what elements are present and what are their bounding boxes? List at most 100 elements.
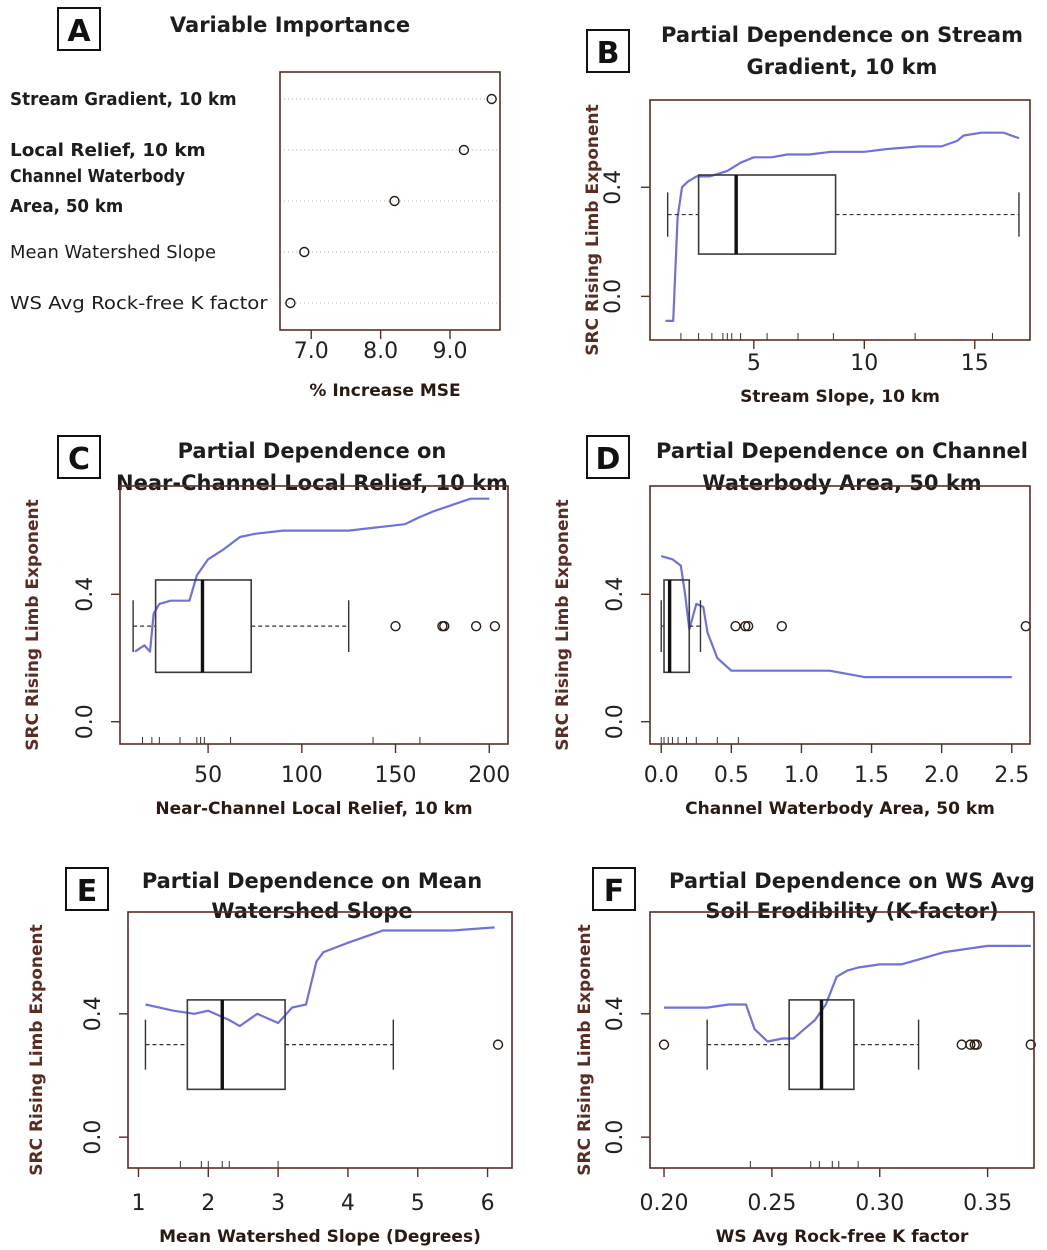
x-tick-label: 9.0 xyxy=(433,339,468,364)
partial-dependence-line xyxy=(134,497,490,653)
panel-c: Partial Dependence on Near-Channel Local … xyxy=(23,439,510,819)
category-label: Stream Gradient, 10 km xyxy=(10,89,237,110)
plot-frame xyxy=(649,911,1035,1169)
y-axis-label: SRC Rising Limb Exponent xyxy=(553,499,573,751)
x-tick-label: 4 xyxy=(341,1191,355,1216)
outlier-point xyxy=(776,620,788,632)
panel-letter-box xyxy=(57,7,101,51)
outlier-point xyxy=(1020,620,1031,632)
outlier-point xyxy=(439,620,450,632)
y-axis-label: SRC Rising Limb Exponent xyxy=(23,499,43,751)
category-label: Local Relief, 10 km xyxy=(10,140,206,161)
box-iqr xyxy=(697,174,837,255)
y-tick-label: 0.0 xyxy=(81,1120,106,1155)
panel-d: Partial Dependence on Channel Waterbody A… xyxy=(553,439,1031,819)
x-tick-label: 5 xyxy=(411,1191,425,1216)
chart-title: Gradient, 10 km xyxy=(747,55,938,79)
importance-point xyxy=(486,93,497,105)
importance-point xyxy=(285,297,296,309)
y-tick-label: 0.4 xyxy=(603,577,628,612)
panel-letter: B xyxy=(597,36,620,71)
plot-frame xyxy=(279,71,501,331)
x-tick-label: 15 xyxy=(961,351,989,376)
chart-title: Partial Dependence on Mean xyxy=(142,869,482,893)
x-tick-label: 8.0 xyxy=(363,339,398,364)
panel-letter-box xyxy=(586,435,630,479)
panel-b: Partial Dependence on Stream Gradient, 10… xyxy=(583,23,1031,407)
x-tick-label: 50 xyxy=(194,763,222,788)
x-tick-label: 1 xyxy=(131,1191,145,1216)
partial-dependence-line xyxy=(145,926,495,1028)
panel-letter: C xyxy=(68,442,90,477)
x-axis-label: Channel Waterbody Area, 50 km xyxy=(685,799,995,819)
y-tick-label: 0.4 xyxy=(603,996,628,1031)
outlier-point xyxy=(390,620,401,632)
x-tick-label: 200 xyxy=(468,763,510,788)
x-tick-label: 10 xyxy=(850,351,878,376)
x-tick-label: 0.35 xyxy=(963,1191,1012,1216)
y-axis-label: SRC Rising Limb Exponent xyxy=(583,104,603,356)
importance-point xyxy=(389,195,400,207)
chart-title: Watershed Slope xyxy=(211,899,412,923)
outlier-point xyxy=(742,620,754,632)
outlier-point xyxy=(658,1039,670,1050)
plot-frame xyxy=(127,911,513,1169)
chart-title: Near-Channel Local Relief, 10 km xyxy=(116,471,508,495)
panel-letter-box xyxy=(586,29,630,73)
x-tick-label: 2 xyxy=(201,1191,215,1216)
partial-dependence-line xyxy=(664,944,1031,1043)
importance-point xyxy=(299,246,310,258)
panel-d-letter: D xyxy=(586,435,630,479)
y-axis-label: SRC Rising Limb Exponent xyxy=(27,924,47,1176)
panel-letter: E xyxy=(77,874,98,909)
chart-title: Waterbody Area, 50 km xyxy=(702,471,981,495)
importance-point xyxy=(458,144,470,156)
category-label: Channel Waterbody xyxy=(10,166,185,187)
y-tick-label: 0.4 xyxy=(81,996,106,1031)
panel-e: Partial Dependence on Mean Watershed Slop… xyxy=(27,869,513,1247)
panel-letter-box xyxy=(65,867,109,911)
panel-b-letter: B xyxy=(586,29,630,73)
plot-frame xyxy=(649,485,1031,745)
x-tick-label: 6 xyxy=(481,1191,495,1216)
panel-f-letter: F xyxy=(592,867,636,911)
chart-title: Partial Dependence on WS Avg xyxy=(669,869,1035,893)
panel-letter-box xyxy=(592,867,636,911)
panel-c-letter: C xyxy=(57,435,101,479)
panel-letter: A xyxy=(67,14,91,49)
y-tick-label: 0.0 xyxy=(601,279,626,314)
outlier-point xyxy=(965,1039,976,1050)
outlier-point xyxy=(740,620,751,632)
x-axis-label: Mean Watershed Slope (Degrees) xyxy=(159,1227,481,1247)
x-tick-label: 0.0 xyxy=(644,763,679,788)
y-tick-label: 0.0 xyxy=(73,704,98,739)
box-iqr xyxy=(663,579,691,674)
chart-title: Partial Dependence on xyxy=(178,439,447,463)
panel-a-letter: A xyxy=(57,7,101,51)
x-tick-label: 0.25 xyxy=(747,1191,796,1216)
box-iqr xyxy=(186,999,286,1091)
y-tick-label: 0.0 xyxy=(603,704,628,739)
outlier-point xyxy=(489,620,501,632)
y-tick-label: 0.0 xyxy=(603,1120,628,1155)
panel-letter: D xyxy=(596,442,621,477)
category-label: Mean Watershed Slope xyxy=(10,242,216,263)
outlier-point xyxy=(492,1039,504,1050)
chart-title: Variable Importance xyxy=(170,13,410,37)
chart-title: Partial Dependence on Stream xyxy=(661,23,1023,47)
chart-title: Soil Erodibility (K-factor) xyxy=(705,899,998,923)
x-tick-label: 2.0 xyxy=(924,763,959,788)
x-tick-label: 0.5 xyxy=(714,763,749,788)
y-axis-label: SRC Rising Limb Exponent xyxy=(575,924,595,1176)
panel-f: Partial Dependence on WS Avg Soil Erodibi… xyxy=(575,869,1036,1247)
panel-a: Variable Importance Stream Gradient, 10 k… xyxy=(10,13,501,401)
x-tick-label: 5 xyxy=(747,351,761,376)
x-tick-label: 3 xyxy=(271,1191,285,1216)
x-tick-label: 100 xyxy=(281,763,323,788)
x-tick-label: 0.30 xyxy=(855,1191,904,1216)
category-label: WS Avg Rock-free K factor xyxy=(10,293,268,314)
y-tick-label: 0.4 xyxy=(73,577,98,612)
x-tick-label: 2.5 xyxy=(994,763,1029,788)
outlier-point xyxy=(470,620,482,632)
